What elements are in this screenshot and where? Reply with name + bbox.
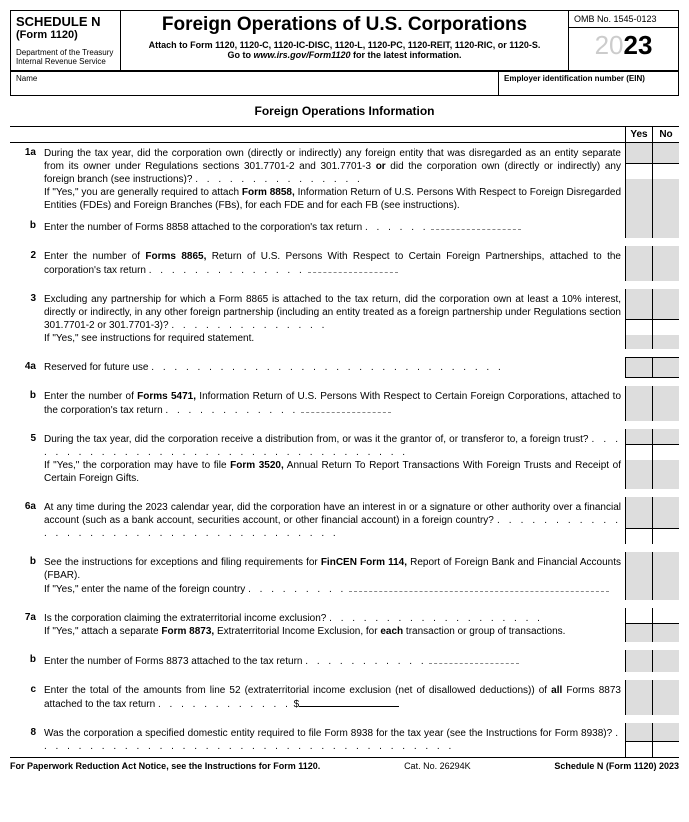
instr-1: Attach to Form 1120, 1120-C, 1120-IC-DIS… [126, 40, 563, 50]
line-7a: 7a Is the corporation claiming the extra… [10, 608, 679, 642]
footer-cat: Cat. No. 26294K [404, 761, 471, 771]
instr-2: Go to www.irs.gov/Form1120 for the lates… [126, 50, 563, 60]
8-no[interactable] [652, 723, 679, 757]
line-4b: b Enter the number of Forms 5471, Inform… [10, 386, 679, 421]
line-1a: 1a During the tax year, did the corporat… [10, 143, 679, 216]
header-right: OMB No. 1545-0123 2023 [568, 11, 678, 70]
form-title: Foreign Operations of U.S. Corporations [126, 14, 563, 36]
8-yes[interactable] [625, 723, 652, 757]
no-header: No [652, 127, 679, 142]
line-1b: b Enter the number of Forms 8858 attache… [10, 216, 679, 238]
line-1b-text: Enter the number of Forms 8858 attached … [40, 216, 625, 238]
4a-yes [625, 357, 652, 378]
line-3-text: Excluding any partnership for which a Fo… [40, 289, 625, 349]
footer-left: For Paperwork Reduction Act Notice, see … [10, 761, 320, 771]
line-7b: b Enter the number of Forms 8873 attache… [10, 650, 679, 672]
line-6b: b See the instructions for exceptions an… [10, 552, 679, 600]
schedule-label: SCHEDULE N [16, 14, 115, 29]
1b-input[interactable] [431, 220, 521, 230]
2-input[interactable] [308, 263, 398, 273]
line-7c: c Enter the total of the amounts from li… [10, 680, 679, 715]
line-4b-text: Enter the number of Forms 5471, Informat… [40, 386, 625, 421]
line-4a: 4a Reserved for future use . . . . . . .… [10, 357, 679, 378]
3-no[interactable] [652, 289, 679, 349]
header-center: Foreign Operations of U.S. Corporations … [121, 11, 568, 70]
footer: For Paperwork Reduction Act Notice, see … [10, 757, 679, 771]
7a-yes[interactable] [625, 608, 652, 642]
footer-right: Schedule N (Form 1120) 2023 [554, 761, 679, 771]
yes-no-header: Yes No [10, 127, 679, 143]
ein-field[interactable]: Employer identification number (EIN) [498, 72, 678, 95]
omb-number: OMB No. 1545-0123 [569, 11, 678, 28]
1a-yes[interactable] [625, 143, 652, 216]
line-1a-text: During the tax year, did the corporation… [40, 143, 625, 216]
line-7b-text: Enter the number of Forms 8873 attached … [40, 650, 625, 672]
line-5-text: During the tax year, did the corporation… [40, 429, 625, 489]
line-8-text: Was the corporation a specified domestic… [40, 723, 625, 757]
6a-yes[interactable] [625, 497, 652, 544]
line-8: 8 Was the corporation a specified domest… [10, 723, 679, 757]
7a-no[interactable] [652, 608, 679, 642]
line-7c-text: Enter the total of the amounts from line… [40, 680, 625, 715]
line-2-text: Enter the number of Forms 8865, Return o… [40, 246, 625, 281]
section-title: Foreign Operations Information [10, 96, 679, 127]
line-6b-text: See the instructions for exceptions and … [40, 552, 625, 600]
dept-label: Department of the Treasury Internal Reve… [16, 49, 115, 67]
4b-input[interactable] [301, 403, 391, 413]
header-left: SCHEDULE N (Form 1120) Department of the… [11, 11, 121, 70]
5-yes[interactable] [625, 429, 652, 489]
name-field[interactable]: Name [11, 72, 498, 95]
1a-no[interactable] [652, 143, 679, 216]
4a-no [652, 357, 679, 378]
6a-no[interactable] [652, 497, 679, 544]
yes-header: Yes [625, 127, 652, 142]
line-2: 2 Enter the number of Forms 8865, Return… [10, 246, 679, 281]
6b-input[interactable] [349, 582, 609, 592]
line-6a: 6a At any time during the 2023 calendar … [10, 497, 679, 544]
7b-input[interactable] [429, 654, 519, 664]
tax-year: 2023 [569, 28, 678, 61]
line-6a-text: At any time during the 2023 calendar yea… [40, 497, 625, 544]
line-4a-text: Reserved for future use . . . . . . . . … [40, 357, 625, 378]
5-no[interactable] [652, 429, 679, 489]
3-yes[interactable] [625, 289, 652, 349]
line-5: 5 During the tax year, did the corporati… [10, 429, 679, 489]
line-7a-text: Is the corporation claiming the extrater… [40, 608, 625, 642]
name-ein-row: Name Employer identification number (EIN… [10, 72, 679, 96]
form-header: SCHEDULE N (Form 1120) Department of the… [10, 10, 679, 72]
form-label: (Form 1120) [16, 29, 115, 41]
line-3: 3 Excluding any partnership for which a … [10, 289, 679, 349]
7c-amount[interactable] [299, 697, 399, 707]
